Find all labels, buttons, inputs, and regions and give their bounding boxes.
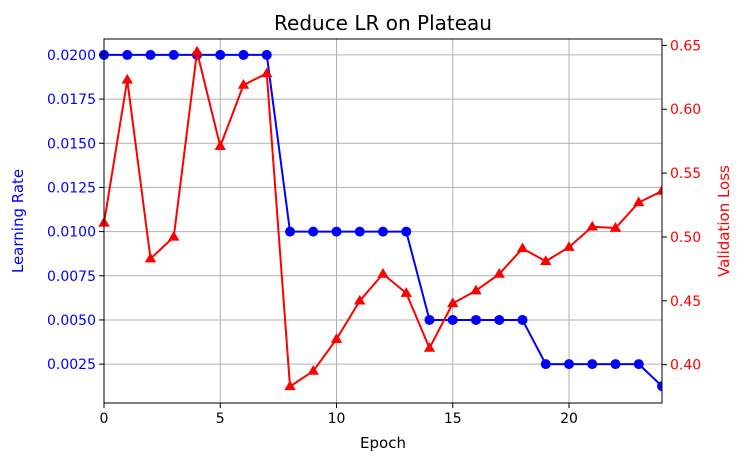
data-point-right xyxy=(540,255,552,265)
data-point-left xyxy=(517,314,528,325)
data-point-right xyxy=(586,220,598,231)
axes: 0 5 10 15 20 0.0025 0.0050 0.0075 0.0100 0.0125 0.… xyxy=(47,38,701,427)
data-point-right xyxy=(470,284,482,295)
y-left-tick-label: 0.0200 xyxy=(47,48,96,64)
data-point-right xyxy=(633,196,645,207)
data-point-right xyxy=(144,252,157,263)
data-point-right xyxy=(609,222,622,232)
x-axis-label: Epoch xyxy=(360,434,406,452)
data-point-right xyxy=(377,268,389,278)
y-left-tick-label: 0.0025 xyxy=(47,357,96,373)
x-tick-label: 10 xyxy=(328,411,346,427)
data-point-right xyxy=(284,380,296,391)
x-tick-label: 20 xyxy=(560,411,578,427)
data-point-left xyxy=(657,381,662,392)
y-axis-right-label: Validation Loss xyxy=(715,165,733,277)
data-point-right xyxy=(516,242,529,253)
y-left-tick-label: 0.0050 xyxy=(47,313,96,329)
data-point-right xyxy=(400,287,412,297)
data-point-left xyxy=(238,49,249,60)
y-left-tick-label: 0.0150 xyxy=(47,136,96,152)
data-point-left xyxy=(424,314,435,325)
data-point-right xyxy=(168,230,180,241)
y-right-tick-label: 0.60 xyxy=(670,102,701,118)
y-left-tick-label: 0.0175 xyxy=(47,92,96,108)
plot-frame xyxy=(103,38,663,404)
data-point-right xyxy=(261,67,273,78)
data-point-right xyxy=(493,268,505,278)
data-point-left xyxy=(331,226,342,237)
data-point-left xyxy=(168,49,179,60)
data-point-right xyxy=(237,78,250,89)
data-point-left xyxy=(447,314,458,325)
y-left-tick-label: 0.0100 xyxy=(47,225,96,241)
y-left-tick-label: 0.0125 xyxy=(47,180,96,196)
chart-title: Reduce LR on Plateau xyxy=(274,11,492,35)
x-tick-label: 0 xyxy=(100,411,109,427)
y-right-tick-label: 0.40 xyxy=(670,358,701,374)
y-right-tick-label: 0.50 xyxy=(670,230,701,246)
y-right-tick-label: 0.65 xyxy=(670,38,701,54)
data-point-left xyxy=(285,226,295,237)
data-point-left xyxy=(354,226,365,237)
data-point-right xyxy=(121,73,133,84)
data-point-left xyxy=(633,359,644,370)
data-point-left xyxy=(494,314,505,325)
data-point-left xyxy=(261,49,272,60)
data-point-right xyxy=(330,333,343,343)
x-tick-label: 15 xyxy=(444,411,462,427)
data-point-left xyxy=(610,359,621,370)
data-point-right xyxy=(214,140,226,150)
data-point-left xyxy=(540,359,551,370)
data-point-right xyxy=(307,365,319,375)
y-axis-left-label: Learning Rate xyxy=(9,169,27,273)
data-point-right xyxy=(447,297,459,308)
data-point-left xyxy=(471,314,481,325)
y-left-tick-label: 0.0075 xyxy=(47,269,96,285)
data-point-left xyxy=(587,359,598,370)
series-right xyxy=(98,45,662,391)
grid xyxy=(103,39,662,403)
data-point-left xyxy=(401,226,412,237)
data-point-left xyxy=(145,49,156,60)
data-point-right xyxy=(563,241,575,251)
data-point-left xyxy=(564,359,574,370)
y-right-tick-label: 0.55 xyxy=(670,166,701,182)
data-point-right xyxy=(354,294,366,305)
data-point-left xyxy=(378,226,388,237)
x-tick-label: 5 xyxy=(216,411,225,427)
data-point-right xyxy=(423,342,436,352)
data-point-left xyxy=(215,49,226,60)
data-point-left xyxy=(308,226,319,237)
data-point-right xyxy=(191,45,203,56)
series-layer xyxy=(98,45,662,392)
data-point-left xyxy=(122,49,133,60)
y-right-tick-label: 0.45 xyxy=(670,294,701,310)
data-point-right xyxy=(656,184,662,195)
